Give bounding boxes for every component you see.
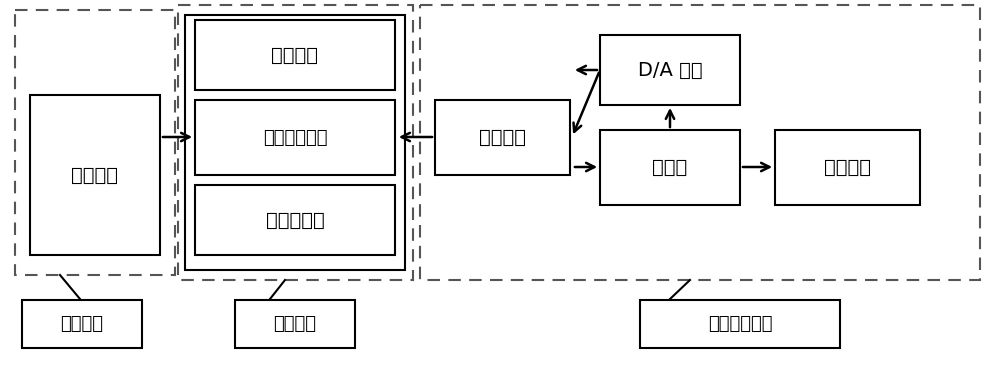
- Text: D/A 转换: D/A 转换: [638, 61, 702, 79]
- Bar: [195, 185, 395, 255]
- Text: 温度传感器: 温度传感器: [266, 211, 324, 229]
- Bar: [195, 100, 395, 175]
- Bar: [15, 10, 175, 275]
- Bar: [178, 5, 413, 280]
- Bar: [22, 300, 142, 348]
- Text: 温度控制系统: 温度控制系统: [708, 315, 772, 333]
- Text: 散热系统: 散热系统: [72, 165, 119, 185]
- Bar: [435, 100, 570, 175]
- Bar: [420, 5, 980, 280]
- Text: 制冷系统: 制冷系统: [274, 315, 316, 333]
- Text: 温度显示: 温度显示: [824, 158, 871, 177]
- Text: 电路芯片: 电路芯片: [272, 45, 318, 65]
- Bar: [185, 15, 405, 270]
- Bar: [600, 130, 740, 205]
- Bar: [30, 95, 160, 255]
- Bar: [640, 300, 840, 348]
- Bar: [600, 35, 740, 105]
- Bar: [195, 20, 395, 90]
- Text: 半导体制冷器: 半导体制冷器: [263, 129, 327, 147]
- Bar: [775, 130, 920, 205]
- Bar: [235, 300, 355, 348]
- Text: 散热系统: 散热系统: [60, 315, 104, 333]
- Text: 单片机: 单片机: [652, 158, 688, 177]
- Text: 驱动电路: 驱动电路: [479, 128, 526, 147]
